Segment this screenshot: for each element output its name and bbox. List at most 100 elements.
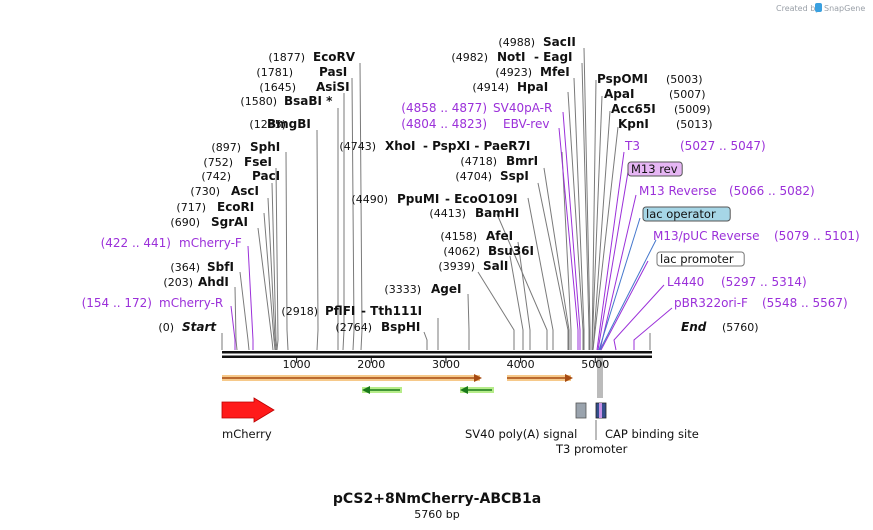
- primer-ebv-rev: EBV-rev: [503, 117, 549, 131]
- site-sspi: SspI: [500, 169, 529, 183]
- primer-range: (5548 .. 5567): [762, 296, 848, 310]
- feature-lac-promoter: lac promoter: [660, 252, 734, 266]
- backbone: [222, 351, 652, 358]
- site-bsphi: BspHI: [381, 320, 420, 334]
- site-position: (5760): [722, 321, 759, 334]
- site-pspomi: PspOMI: [597, 72, 648, 86]
- primer-range: (154 .. 172): [82, 296, 152, 310]
- site-eagi: - EagI: [534, 50, 573, 64]
- site-asci: AscI: [231, 184, 259, 198]
- site-position: (4743): [339, 140, 376, 153]
- site-apai: ApaI: [604, 87, 634, 101]
- feature-m13-rev: M13 rev: [631, 162, 678, 176]
- site-end: End: [681, 320, 707, 334]
- site-xhoi: XhoI: [385, 139, 416, 153]
- site-position: (1295): [249, 118, 286, 131]
- feature-box-lac-promoter[interactable]: [656, 251, 745, 267]
- site-agei: AgeI: [431, 282, 461, 296]
- site-noti: NotI: [497, 50, 526, 64]
- primer-pbr322ori-f: pBR322ori-F: [674, 296, 748, 310]
- site-position: (4718): [460, 155, 497, 168]
- site-position: (690): [170, 216, 200, 229]
- site-pflfi: PflFI: [325, 304, 355, 318]
- right-sites: PspOMI (5003) ApaI (5007) Acc65I (5009) KpnI (5…: [597, 72, 759, 334]
- site-bamhi: BamHI: [475, 206, 519, 220]
- site-bmri: BmrI: [506, 154, 538, 168]
- site-ppumi: PpuMI: [397, 192, 439, 206]
- site-position: (1781): [256, 66, 293, 79]
- site-bmgbi: BmgBI: [267, 117, 311, 131]
- site-kpni: KpnI: [618, 117, 649, 131]
- orf-track: [222, 374, 573, 382]
- site-position: (5013): [676, 118, 713, 131]
- tick-label: 1000: [283, 358, 311, 371]
- primer-range: (5079 .. 5101): [774, 229, 860, 243]
- site-position: (364): [170, 261, 200, 274]
- primer-lines: [230, 111, 673, 351]
- feature-label-sv40-polya: SV40 poly(A) signal: [465, 427, 577, 441]
- feature-lines: [598, 217, 657, 351]
- site-tth111i: - Tth111I: [361, 304, 422, 318]
- site-ecori: EcoRI: [217, 200, 254, 214]
- snapgene-logo-icon: [815, 3, 822, 12]
- primer-range: (5027 .. 5047): [680, 139, 766, 153]
- site-position: (752): [203, 156, 233, 169]
- feature-label-t3-promoter: T3 promoter: [555, 442, 628, 456]
- primer-range: (4858 .. 4877): [401, 101, 487, 115]
- left-site-lines: [221, 62, 363, 351]
- site-position: (730): [190, 185, 220, 198]
- primer-range: (5297 .. 5314): [721, 275, 807, 289]
- credit-brand: SnapGene: [824, 4, 865, 13]
- primer-t3: T3: [624, 139, 640, 153]
- site-ahdi: AhdI: [198, 275, 229, 289]
- green-orf-track: [362, 386, 494, 394]
- site-position: (4704): [455, 170, 492, 183]
- site-position: (4062): [443, 245, 480, 258]
- site-afei: AfeI: [486, 229, 513, 243]
- site-acc65i: Acc65I: [611, 102, 656, 116]
- scale-ticks: 1000 2000 3000 4000 5000: [283, 358, 609, 371]
- site-position: (2764): [335, 321, 372, 334]
- site-paci: PacI: [252, 169, 280, 183]
- site-position: (742): [201, 170, 231, 183]
- site-fsei: FseI: [244, 155, 272, 169]
- site-sali: SalI: [483, 259, 508, 273]
- map-title: pCS2+8NmCherry-ABCB1a: [333, 491, 541, 507]
- site-sbfi: SbfI: [207, 260, 234, 274]
- site-position: (717): [176, 201, 206, 214]
- site-sphi: SphI: [250, 140, 280, 154]
- feature-box-lac-operator[interactable]: [642, 206, 731, 222]
- site-bsu36i: Bsu36I: [488, 244, 534, 258]
- site-sacii: SacII: [543, 35, 576, 49]
- feature-box-m13-rev[interactable]: [627, 161, 683, 177]
- primer-m13-reverse: M13 Reverse: [639, 184, 717, 198]
- site-pspxi-paer7i: - PspXI - PaeR7I: [423, 139, 530, 153]
- site-mfei: MfeI: [540, 65, 570, 79]
- tick-label: 2000: [357, 358, 385, 371]
- site-position: (4490): [351, 193, 388, 206]
- site-position: (4923): [495, 66, 532, 79]
- primer-sv40pa-r: SV40pA-R: [493, 101, 552, 115]
- site-position: (5003): [666, 73, 703, 86]
- site-position: (4158): [440, 230, 477, 243]
- primer-range: (4804 .. 4823): [401, 117, 487, 131]
- primer-range: (5066 .. 5082): [729, 184, 815, 198]
- site-position: (3939): [438, 260, 475, 273]
- feature-label-mcherry: mCherry: [222, 427, 272, 441]
- map-subtitle: 5760 bp: [414, 508, 459, 521]
- mcherry-feature[interactable]: [221, 397, 275, 423]
- feature-label-cap-binding-site: CAP binding site: [605, 427, 699, 441]
- site-ecorv: EcoRV: [313, 50, 356, 64]
- site-position: (897): [211, 141, 241, 154]
- site-position: (2918): [281, 305, 318, 318]
- primer-range: (422 .. 441): [101, 236, 171, 250]
- site-position: (1580): [240, 95, 277, 108]
- left-sites: (1877) EcoRV (1781) PasI (1645) AsiSI (1580) Bs…: [158, 50, 355, 334]
- feature-lac-operator: lac operator: [646, 207, 716, 221]
- site-pasi: PasI: [319, 65, 347, 79]
- site-position: (5007): [669, 88, 706, 101]
- site-hpai: HpaI: [517, 80, 548, 94]
- sv40-polya-feature[interactable]: [575, 402, 587, 419]
- cap-t3-features[interactable]: [595, 358, 607, 440]
